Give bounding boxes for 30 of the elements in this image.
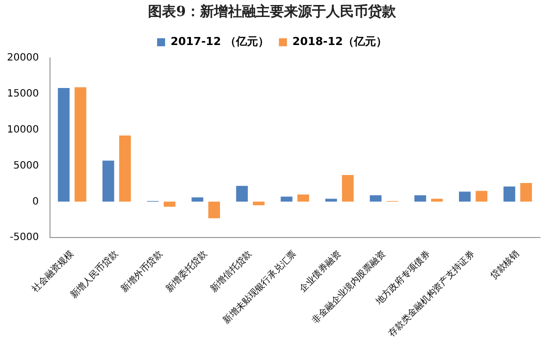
y-tick-label: 10000	[7, 124, 39, 136]
bar	[414, 195, 426, 202]
y-tick-label: 15000	[7, 88, 39, 100]
x-tick-label: 贷款核销	[488, 248, 522, 282]
y-tick-label: 5000	[13, 160, 39, 172]
chart-title: 图表9：新增社融主要来源于人民币贷款	[148, 3, 397, 20]
bar	[208, 202, 220, 218]
bar	[164, 202, 176, 207]
legend-label: 2017-12 （亿元）	[170, 35, 269, 48]
y-tick-label: 0	[32, 196, 39, 208]
bar	[520, 182, 532, 202]
bar	[236, 186, 248, 202]
bar	[370, 195, 382, 202]
bar	[58, 88, 70, 202]
bar	[74, 87, 86, 202]
y-tick-label: -5000	[10, 232, 39, 244]
y-tick-label: 20000	[7, 52, 39, 64]
bar	[504, 186, 516, 202]
bar	[342, 175, 354, 202]
bar	[192, 197, 204, 202]
bar	[458, 192, 471, 202]
bar	[119, 135, 131, 202]
x-tick-label: 新增外币贷款	[119, 248, 165, 294]
legend-label: 2018-12（亿元）	[292, 35, 387, 48]
x-tick-label: 新增委托贷款	[164, 248, 210, 294]
bar	[102, 160, 114, 202]
bar	[252, 202, 265, 206]
bar	[297, 194, 310, 202]
bar	[280, 196, 292, 202]
bar	[476, 190, 488, 202]
